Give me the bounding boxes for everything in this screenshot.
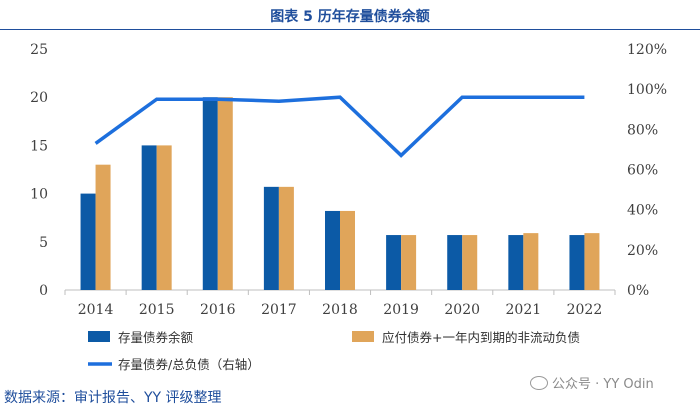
bar-stock-bond [263,186,279,290]
y-right-tick-label: 80% [627,122,658,138]
bar-bonds-payable [156,145,172,290]
x-tick-label: 2021 [506,302,542,318]
watermark: 公众号 · YY Odin [530,373,654,392]
legend-label-debt-ratio: 存量债券/总负债（右轴） [118,357,260,372]
y-right-tick-label: 120% [627,42,667,58]
line-debt-ratio [94,95,585,158]
y-right-tick-label: 100% [627,82,667,98]
y-left-tick-label: 10 [30,187,48,203]
source-note: 数据来源：审计报告、YY 评级整理 [4,390,222,406]
bar-bonds-payable [401,235,417,290]
ratio-line [94,95,585,158]
bar-bonds-payable [278,186,294,290]
wechat-icon [530,376,548,390]
watermark-text: 公众号 · YY Odin [552,377,654,392]
x-tick-label: 2017 [261,302,297,318]
bar-bonds-payable [462,235,478,290]
bar-stock-bond [141,145,157,290]
bar-stock-bond [386,235,402,290]
title-divider [0,29,700,30]
x-tick-label: 2015 [139,302,175,318]
legend-swatch-bonds-payable [352,331,374,342]
x-tick-label: 2014 [78,302,114,318]
bar-stock-bond [447,235,463,290]
bar-bonds-payable [217,97,233,290]
y-left-tick-label: 25 [30,42,48,58]
y-left-tick-label: 0 [39,283,48,299]
bar-stock-bond [80,193,96,290]
x-tick-label: 2016 [200,302,236,318]
bar-bonds-payable [584,233,600,290]
y-left-tick-label: 5 [39,235,48,251]
bars [80,97,600,290]
bar-bonds-payable [340,210,355,290]
legend-label-bonds-payable: 应付债券+一年内到期的非流动负债 [382,330,580,345]
legend-label-stock-bond: 存量债券余额 [118,330,194,345]
y-right-tick-label: 0% [627,283,649,299]
bar-stock-bond [202,97,218,290]
axes: 0 5 10 15 20 25 0% 20% 40% 60% 80% 100% 120% 2014 2015… [30,42,667,318]
x-tick-label: 2019 [383,302,419,318]
bar-stock-bond [325,210,340,290]
y-right-tick-label: 40% [627,203,658,219]
bar-bonds-payable [95,164,111,290]
legend-swatch-stock-bond [88,331,110,342]
x-tick-label: 2020 [444,302,480,318]
y-right-tick-label: 60% [627,163,658,179]
y-left-tick-label: 20 [30,90,48,106]
y-left-tick-label: 15 [30,138,48,154]
x-tick-label: 2022 [567,302,603,318]
y-right-tick-label: 20% [627,243,658,259]
bar-stock-bond [508,235,524,290]
bar-stock-bond [569,235,585,290]
x-tick-label: 2018 [322,302,358,318]
chart-title: 图表 5 历年存量债券余额 [270,9,430,25]
bar-bonds-payable [523,233,539,290]
